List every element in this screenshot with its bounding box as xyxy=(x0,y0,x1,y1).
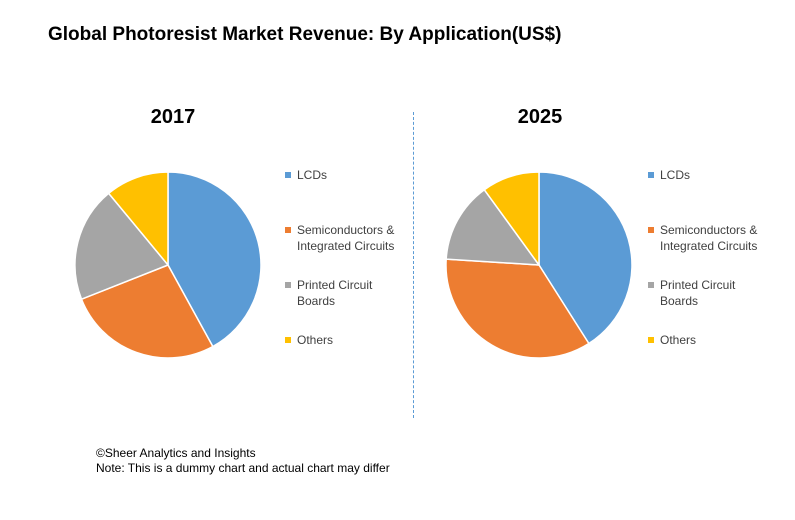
legend-item-pcb: Printed Circuit Boards xyxy=(648,277,760,309)
legend-item-pcb: Printed Circuit Boards xyxy=(285,277,397,309)
legend-swatch-semiconductors xyxy=(285,227,291,233)
legend-item-lcds: LCDs xyxy=(285,167,397,183)
disclaimer-note: Note: This is a dummy chart and actual c… xyxy=(96,461,390,475)
pie-slice-2017-others xyxy=(107,171,169,266)
legend-label-others: Others xyxy=(297,333,334,347)
pie-slice-2025-semiconductors-integrated-circuits xyxy=(445,258,590,359)
legend-label-semiconductors: Semiconductors & Integrated Circuits xyxy=(297,223,395,253)
footer: ©Sheer Analytics and Insights Note: This… xyxy=(96,446,390,476)
legend-label-others: Others xyxy=(660,333,697,347)
legend-item-lcds: LCDs xyxy=(648,167,760,183)
legend-item-semiconductors: Semiconductors & Integrated Circuits xyxy=(648,222,760,254)
pie-slice-2025-printed-circuit-boards xyxy=(445,189,540,266)
pie-slice-2017-semiconductors-integrated-circuits xyxy=(80,264,214,359)
pie-title-2017: 2017 xyxy=(150,106,196,128)
legend-swatch-others xyxy=(648,337,654,343)
pie-panel-2025: 2025 LCDs Semiconductors & Integrated Ci… xyxy=(431,95,795,415)
legend-swatch-semiconductors xyxy=(648,227,654,233)
pie-chart-2025 xyxy=(445,171,633,359)
legend-label-lcds: LCDs xyxy=(660,168,691,182)
legend-swatch-pcb xyxy=(285,282,291,288)
legend-swatch-lcds xyxy=(648,172,654,178)
pie-slice-2017-printed-circuit-boards xyxy=(74,192,169,300)
legend-label-pcb: Printed Circuit Boards xyxy=(297,278,373,308)
legend-item-others: Others xyxy=(285,332,397,348)
legend-swatch-lcds xyxy=(285,172,291,178)
legend-label-lcds: LCDs xyxy=(297,168,328,182)
legend-swatch-others xyxy=(285,337,291,343)
pie-slice-2025-others xyxy=(483,171,540,266)
copyright-text: ©Sheer Analytics and Insights xyxy=(96,446,256,460)
pie-title-2025: 2025 xyxy=(517,106,563,128)
legend-item-others: Others xyxy=(648,332,760,348)
legend-label-pcb: Printed Circuit Boards xyxy=(660,278,736,308)
legend-swatch-pcb xyxy=(648,282,654,288)
pie-slice-2017-lcds xyxy=(167,171,262,348)
pie-chart-2017 xyxy=(74,171,262,359)
pie-panel-2017: 2017 LCDs Semiconductors & Integrated Ci… xyxy=(68,95,438,415)
chart-title: Global Photoresist Market Revenue: By Ap… xyxy=(48,24,562,45)
legend-item-semiconductors: Semiconductors & Integrated Circuits xyxy=(285,222,397,254)
panel-divider xyxy=(413,112,414,418)
legend-label-semiconductors: Semiconductors & Integrated Circuits xyxy=(660,223,758,253)
